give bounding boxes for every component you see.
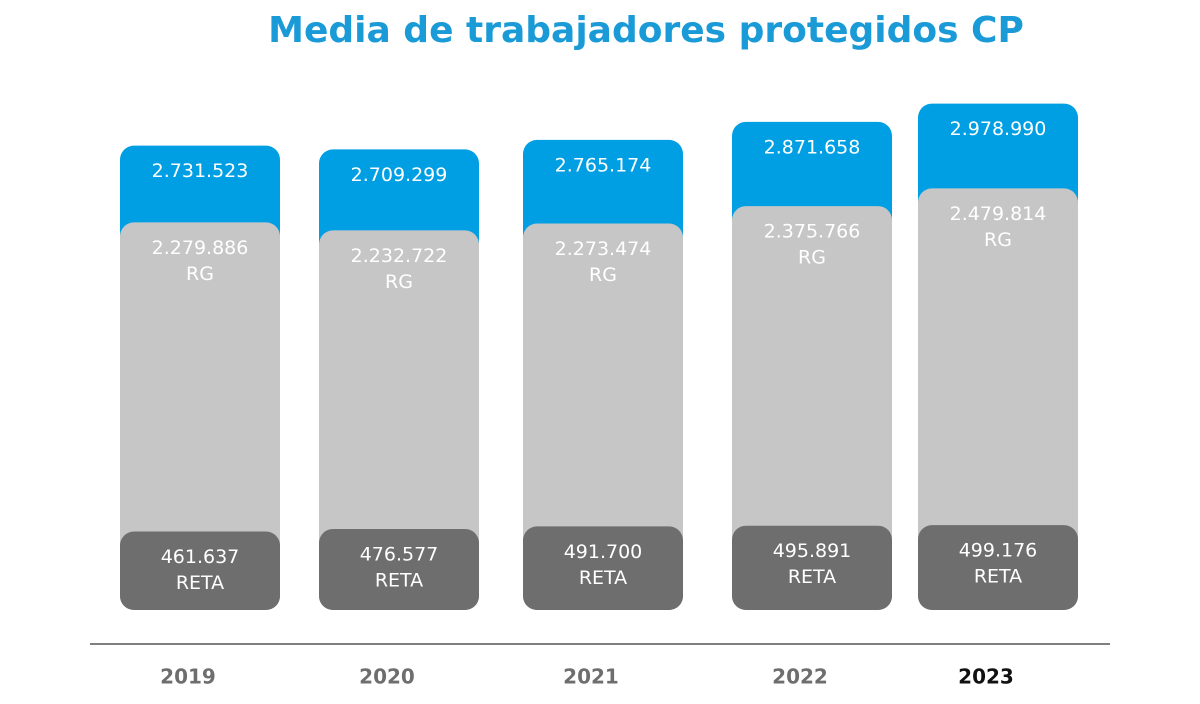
value-label: 2.765.174: [555, 154, 652, 176]
value-label: 491.700: [564, 541, 643, 563]
x-tick-label: 2022: [772, 665, 828, 689]
bar: [732, 525, 892, 610]
bar: [120, 222, 280, 610]
bar: [319, 230, 479, 610]
value-label: 476.577: [360, 543, 439, 565]
x-tick-label: 2019: [160, 665, 216, 689]
bar: [732, 206, 892, 610]
series-label: RG: [385, 271, 413, 293]
x-tick-label: 2020: [359, 665, 415, 689]
series-label: RG: [798, 247, 826, 269]
value-label: 2.273.474: [555, 238, 652, 260]
series-label: RETA: [974, 566, 1022, 588]
value-label: 2.479.814: [950, 203, 1047, 225]
value-label: 2.731.523: [152, 160, 249, 182]
bar: [918, 188, 1078, 610]
x-tick-label: 2021: [563, 665, 619, 689]
bar: [523, 526, 683, 610]
bar: [120, 531, 280, 610]
value-label: 2.871.658: [764, 136, 861, 158]
chart-title: Media de trabajadores protegidos CP: [268, 10, 1024, 51]
series-label: RETA: [579, 567, 627, 589]
bar: [523, 223, 683, 611]
value-label: 2.709.299: [351, 164, 448, 186]
value-label: 2.978.990: [950, 118, 1047, 140]
series-label: RETA: [176, 572, 224, 594]
value-label: 2.232.722: [351, 245, 448, 267]
value-label: 2.279.886: [152, 237, 249, 259]
value-label: 495.891: [773, 540, 852, 562]
value-label: 461.637: [161, 546, 240, 568]
bar: [918, 525, 1078, 610]
series-label: RG: [984, 229, 1012, 251]
value-label: 499.176: [959, 540, 1038, 562]
series-label: RETA: [788, 566, 836, 588]
series-label: RETA: [375, 569, 423, 591]
series-label: RG: [186, 263, 214, 285]
value-label: 2.375.766: [764, 221, 861, 243]
bar: [319, 528, 479, 610]
x-tick-label: 2023: [958, 665, 1014, 689]
series-label: RG: [589, 264, 617, 286]
